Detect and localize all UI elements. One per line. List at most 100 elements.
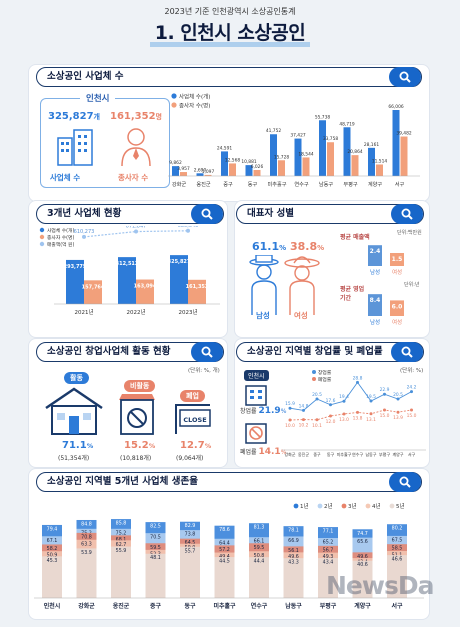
category-label: 옹진군 <box>196 181 211 188</box>
bar <box>245 165 253 176</box>
data-label: 3,957 <box>177 166 190 172</box>
data-label: 9,862 <box>169 160 182 166</box>
bar <box>368 245 382 266</box>
data-label: 68.1 <box>116 537 127 543</box>
data-label: 65.6 <box>357 539 368 545</box>
bar <box>118 257 136 304</box>
bar <box>283 558 304 598</box>
data-label: 19.5 <box>366 394 376 400</box>
legend-marker <box>293 503 299 509</box>
data-label: 56.7 <box>323 547 334 553</box>
biz-count-value: 325,827개 <box>48 111 100 122</box>
line-point <box>288 418 292 422</box>
data-label: 49.6 <box>357 554 368 560</box>
section-title-startup-activity: 소상공인 창업사업체 활동 현황 <box>36 341 224 362</box>
search-icon <box>399 71 411 83</box>
legend-marker <box>341 503 347 509</box>
legend-marker <box>39 227 45 233</box>
bar <box>302 157 310 176</box>
data-label: 43.3 <box>288 560 299 566</box>
category-label: 강화군 <box>78 602 95 610</box>
legend-marker <box>39 241 45 247</box>
data-label: 44.5 <box>219 559 230 565</box>
data-label: 64.5 <box>185 540 196 546</box>
closed-shop-icon <box>119 394 155 435</box>
search-button[interactable] <box>391 203 423 224</box>
data-label: 65.2 <box>323 540 334 546</box>
category-label: 2023년 <box>178 308 197 316</box>
data-label: 63.3 <box>81 541 92 547</box>
data-label: 45.3 <box>47 558 58 564</box>
legend-marker <box>365 503 371 509</box>
search-button[interactable] <box>389 66 421 87</box>
data-label: 37,427 <box>290 133 306 139</box>
legend-marker <box>171 93 177 99</box>
data-label: 15.0 <box>407 413 417 419</box>
category-label: 서구 <box>408 451 416 457</box>
search-button[interactable] <box>191 203 223 224</box>
search-icon <box>401 346 413 358</box>
category-label: 서구 <box>391 602 403 610</box>
inactive-pct: 15.2% <box>124 440 156 451</box>
emp-count-value: 161,352명 <box>110 111 162 122</box>
bar <box>84 280 102 304</box>
chart-period: 8.4 남성 6.0 여성 <box>368 294 404 326</box>
line-point <box>342 399 346 403</box>
bar <box>319 120 326 176</box>
close-rate: 폐업률 14.1% <box>240 447 287 457</box>
bar <box>221 151 228 176</box>
watermark: NewsDa <box>326 571 434 600</box>
category-label: 서구 <box>395 180 405 188</box>
badge-active: 활동 <box>64 372 89 384</box>
data-label: 80.2 <box>392 526 403 532</box>
data-label: 82.9 <box>185 523 196 529</box>
bar <box>145 553 166 598</box>
data-label: 50.9 <box>47 553 58 559</box>
line-point <box>329 403 332 407</box>
search-button[interactable] <box>389 471 421 492</box>
search-button[interactable] <box>391 341 423 362</box>
data-label: 84.8 <box>81 521 92 527</box>
data-label: 70.8 <box>81 534 92 540</box>
section-title-open-close: 소상공인 지역별 창업률 및 폐업률 <box>236 341 424 362</box>
data-label: 6,026 <box>251 164 264 170</box>
data-label: 43.4 <box>323 560 334 566</box>
line-point <box>383 392 386 396</box>
male-person-icon <box>249 255 279 315</box>
data-label: 157,764 <box>82 284 105 290</box>
category-label: 2022년 <box>126 308 145 316</box>
bar <box>368 147 375 176</box>
data-label: 85.8 <box>116 521 127 527</box>
data-label: 48,719 <box>339 121 355 127</box>
category-label: 동구 <box>184 602 196 610</box>
building-icon-2 <box>245 385 267 406</box>
section-title-survival: 소상공인 지역별 5개년 사업체 생존율 <box>36 471 422 492</box>
data-label: 75.2 <box>116 530 127 536</box>
open-rate: 창업률 21.9% <box>240 406 287 416</box>
legend-label: 매출액(억 원) <box>47 241 74 248</box>
data-label: 312,512 <box>116 261 139 267</box>
bar <box>390 253 404 266</box>
data-label: 18,544 <box>298 151 314 157</box>
legend-label: 창업률 <box>318 369 332 376</box>
data-label: 163,094 <box>134 284 157 290</box>
bar <box>136 279 154 304</box>
data-label: 64.4 <box>219 540 230 546</box>
legend-label: 종사자 수(명) <box>47 234 74 241</box>
search-icon <box>401 208 413 220</box>
line-point <box>369 399 373 403</box>
bar <box>249 557 269 598</box>
line-point <box>410 408 413 412</box>
category-label: 계양구 <box>392 451 403 457</box>
data-label: 15.9 <box>285 401 295 407</box>
data-label: 39,482 <box>396 131 412 137</box>
line-point <box>369 412 373 416</box>
category-label: 남동구 <box>319 180 334 188</box>
bar <box>172 166 179 176</box>
data-label: 12,568 <box>225 157 241 163</box>
legend-marker <box>389 503 395 509</box>
search-button[interactable] <box>191 341 223 362</box>
bar <box>294 138 302 176</box>
section-title-three-year: 3개년 사업체 현황 <box>36 203 224 224</box>
